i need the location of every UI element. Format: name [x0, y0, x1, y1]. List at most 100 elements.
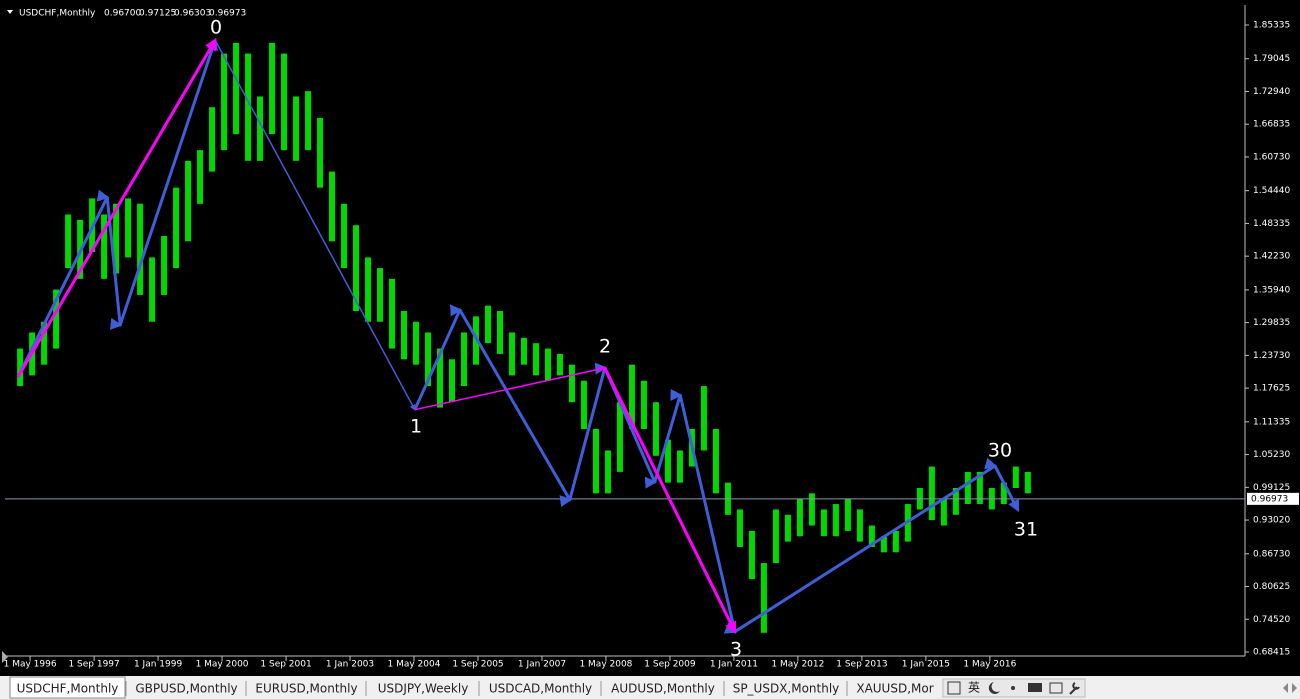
zigzag-line [16, 38, 217, 378]
wave-label: 1 [410, 416, 422, 438]
ime-icon[interactable] [947, 681, 961, 695]
zigzag-line [414, 365, 607, 411]
y-tick-label: 1.11335 [1253, 417, 1290, 427]
price-bar [41, 321, 48, 365]
price-bar [856, 509, 863, 542]
tab-label[interactable]: USDJPY,Weekly [378, 682, 469, 696]
tab[interactable]: AUDUSD,Monthly [600, 679, 723, 698]
x-tick-label: 1 Sep 1997 [68, 660, 119, 670]
price-bar [353, 225, 360, 312]
tab-box[interactable] [248, 679, 365, 698]
header-low: 0.96303 [174, 9, 211, 19]
tab-box[interactable] [481, 679, 600, 698]
tab[interactable]: EURUSD,Monthly [245, 679, 365, 698]
current-price-box [1247, 492, 1299, 505]
price-bar [437, 348, 444, 408]
y-tick-label: 0.74520 [1253, 615, 1290, 625]
tab[interactable]: USDCAD,Monthly [478, 679, 600, 698]
wave-label: 2 [599, 336, 611, 358]
ime-icon[interactable] [988, 682, 1000, 694]
tab-label[interactable]: XAUUSD,Mor [856, 682, 933, 696]
price-bar [1012, 466, 1019, 488]
price-bar [185, 160, 192, 242]
tab-box[interactable] [9, 676, 126, 699]
y-tick-label: 1.05230 [1253, 450, 1290, 460]
price-bar [377, 268, 384, 322]
menu-arrow[interactable] [7, 10, 13, 14]
tab[interactable]: GBPUSD,Monthly [125, 679, 245, 698]
x-tick-label: 1 Sep 2013 [836, 660, 887, 670]
y-tick-label: 1.60730 [1253, 152, 1290, 162]
price-bar [568, 364, 575, 403]
tab[interactable]: SP_USDX,Monthly [723, 679, 846, 698]
tab-scroll-right[interactable] [1292, 683, 1297, 693]
price-bar [281, 53, 288, 151]
x-tick-label: 1 Jan 2015 [902, 660, 950, 670]
header-open: 0.96700 [104, 9, 141, 19]
ime-icon[interactable] [1069, 682, 1080, 695]
y-tick-label: 0.99125 [1253, 483, 1290, 493]
price-bar [149, 257, 156, 322]
price-bar [401, 311, 408, 360]
price-bar [257, 96, 264, 161]
tab[interactable]: XAUUSD,Mor [846, 679, 941, 698]
tab-label[interactable]: AUDUSD,Monthly [611, 682, 715, 696]
wave-label: 3 [730, 639, 742, 661]
price-bar [748, 530, 755, 580]
price-bar [329, 171, 336, 242]
x-tick-label: 1 Jan 2007 [518, 660, 566, 670]
price-bar [425, 332, 432, 387]
price-bar [520, 337, 527, 365]
ime-icon[interactable] [1011, 686, 1015, 690]
ime-label[interactable]: 英 [968, 681, 980, 695]
tab-scroll-left[interactable] [1283, 683, 1288, 693]
price-bar [808, 493, 815, 526]
price-bar [712, 428, 719, 494]
x-tick-label: 1 Sep 2009 [644, 660, 696, 670]
tab-box[interactable] [726, 679, 846, 698]
x-tick-label: 1 Jan 1999 [134, 660, 182, 670]
tab-label[interactable]: GBPUSD,Monthly [135, 682, 237, 696]
price-bar [616, 402, 623, 472]
price-bar [640, 380, 647, 429]
x-tick-label: 1 Jan 2003 [326, 660, 374, 670]
tab-box[interactable] [603, 679, 723, 698]
price-bar [221, 53, 228, 151]
header-close: 0.96973 [209, 9, 246, 19]
tab[interactable]: USDCHF,Monthly [9, 676, 126, 699]
price-bar [940, 498, 947, 526]
price-bar [700, 386, 707, 451]
price-bar [449, 359, 456, 403]
price-bar [928, 466, 935, 521]
tab-label[interactable]: EURUSD,Monthly [255, 682, 357, 696]
tab-label[interactable]: SP_USDX,Monthly [733, 682, 840, 696]
ime-icon[interactable] [1049, 682, 1063, 694]
y-tick-label: 1.23730 [1253, 351, 1290, 361]
price-bar [892, 530, 899, 553]
tab[interactable]: USDJPY,Weekly [365, 679, 478, 698]
price-bar [413, 321, 420, 365]
price-bar [820, 509, 827, 537]
x-tick-label: 1 Sep 2005 [452, 660, 503, 670]
x-tick-label: 1 May 2016 [963, 660, 1016, 670]
price-bar [365, 257, 372, 322]
tab-label[interactable]: USDCHF,Monthly [17, 682, 119, 696]
ime-icon[interactable] [1028, 683, 1042, 692]
price-bar [233, 42, 240, 135]
y-tick-label: 0.86730 [1253, 549, 1290, 559]
header-symbol: USDCHF,Monthly [19, 9, 96, 19]
x-tick-label: 1 May 2004 [388, 660, 441, 670]
wave-label: 30 [988, 440, 1012, 462]
tab-box[interactable] [128, 679, 245, 698]
tab-box[interactable] [368, 679, 478, 698]
ime-icons: 英 [942, 678, 1086, 698]
price-bar [652, 402, 659, 456]
y-tick-label: 1.66835 [1253, 120, 1290, 130]
tab-label[interactable]: USDCAD,Monthly [489, 682, 592, 696]
y-tick-label: 1.79045 [1253, 54, 1290, 64]
tab-box[interactable] [849, 679, 941, 698]
price-bar [592, 428, 599, 494]
price-bar [604, 450, 611, 494]
x-tick-label: 1 Sep 2001 [260, 660, 311, 670]
